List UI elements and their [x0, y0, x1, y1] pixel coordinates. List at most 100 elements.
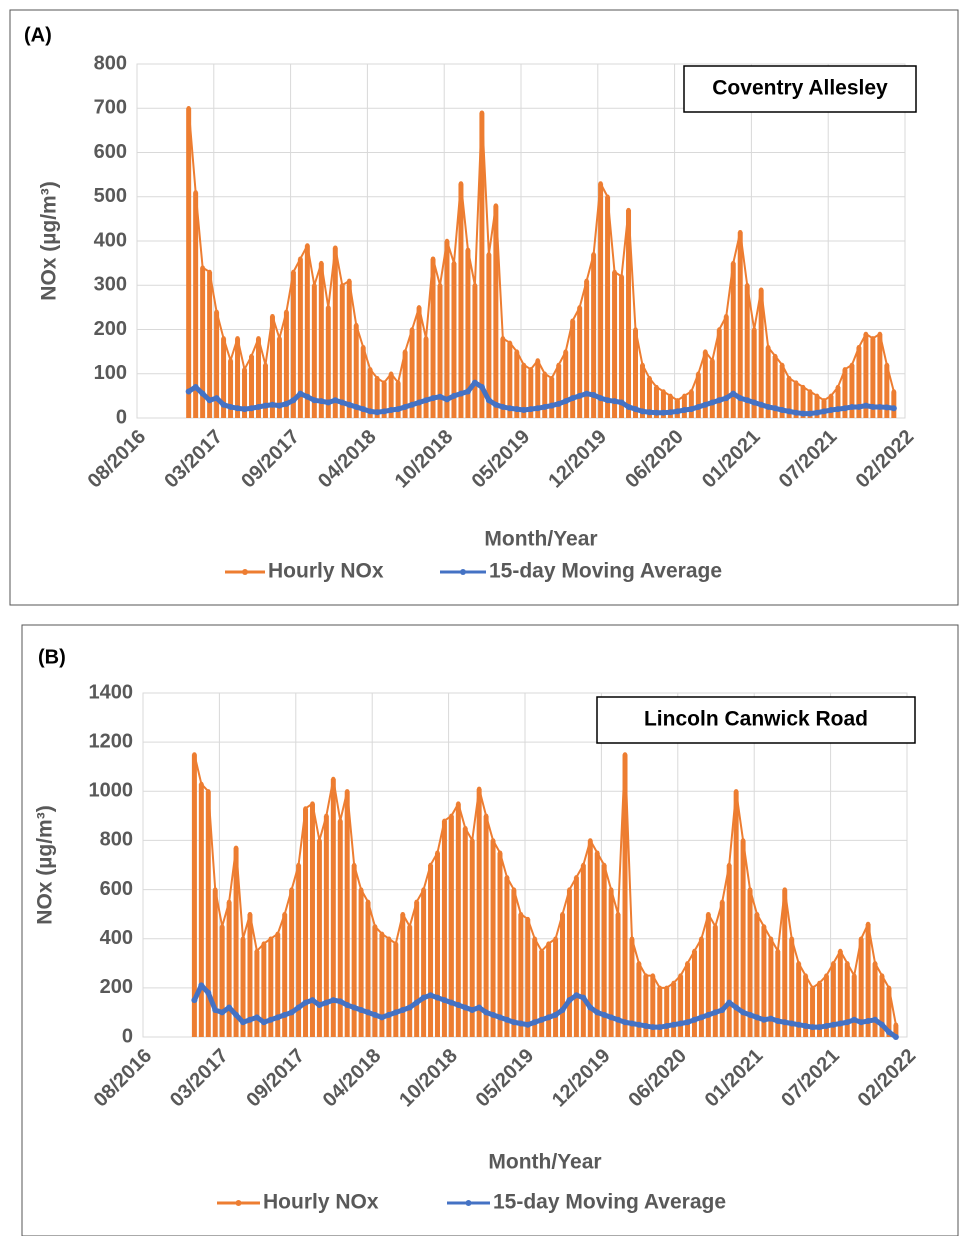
data-point [646, 409, 653, 416]
data-point [241, 406, 248, 413]
data-point [268, 936, 273, 941]
data-point [831, 961, 836, 966]
data-point [560, 911, 565, 917]
data-point [200, 265, 205, 270]
data-point [421, 887, 426, 892]
data-point [615, 1016, 622, 1023]
data-point [199, 781, 204, 787]
data-point [588, 838, 593, 843]
data-point [546, 941, 551, 946]
data-point [719, 1006, 726, 1013]
y-tick-label: 0 [116, 406, 127, 428]
y-tick-label: 200 [100, 976, 133, 998]
data-point [556, 362, 561, 368]
data-point [713, 924, 718, 929]
data-point [248, 405, 255, 412]
data-point [663, 1022, 670, 1029]
data-point [262, 402, 269, 409]
data-point [311, 397, 318, 404]
x-tick-label: 07/2021 [775, 426, 842, 493]
x-tick-label: 03/2017 [160, 426, 227, 493]
data-point [298, 256, 303, 261]
data-point [414, 899, 419, 905]
data-point [877, 331, 883, 337]
x-tick-label: 05/2019 [468, 426, 535, 493]
data-point [835, 384, 841, 390]
data-point [635, 1021, 642, 1028]
data-point [198, 982, 205, 989]
data-point [863, 331, 869, 337]
data-point [312, 283, 317, 288]
data-point [490, 1011, 497, 1018]
data-point [726, 862, 732, 868]
data-point [542, 371, 547, 376]
data-point [393, 941, 399, 946]
y-tick-label: 500 [94, 185, 127, 207]
data-point [256, 336, 261, 341]
data-point [605, 194, 610, 199]
data-point [828, 393, 834, 399]
data-point [622, 752, 628, 757]
annotation-box [683, 65, 917, 113]
data-point [351, 1004, 358, 1011]
data-point [284, 309, 289, 314]
panel-frame [9, 9, 959, 606]
panel-label: (A) [24, 24, 52, 46]
data-point [392, 1009, 399, 1016]
data-point [399, 1006, 406, 1013]
data-point [539, 948, 544, 954]
data-point [862, 402, 869, 409]
data-point [451, 260, 457, 266]
data-point [667, 409, 674, 416]
data-point [367, 408, 374, 415]
data-point [796, 961, 801, 966]
data-point [545, 1014, 552, 1021]
data-point [318, 398, 325, 405]
data-point [611, 398, 618, 405]
data-point [870, 336, 876, 341]
data-point [712, 1009, 719, 1016]
data-point [566, 997, 573, 1004]
data-point [249, 353, 254, 359]
data-point [274, 1014, 281, 1021]
data-point [332, 397, 339, 404]
data-point [674, 408, 681, 415]
data-point [758, 401, 765, 408]
data-point [656, 1024, 663, 1031]
data-point [497, 850, 503, 855]
data-point [567, 887, 572, 892]
data-point [765, 403, 772, 410]
data-point [378, 1014, 385, 1021]
data-point [841, 405, 848, 412]
x-tick-label: 07/2021 [777, 1045, 844, 1112]
data-point [779, 362, 785, 368]
legend-marker [235, 1200, 242, 1206]
y-tick-label: 700 [94, 97, 127, 119]
data-point [233, 845, 239, 850]
chart-panel: (A) 0 100 200 300 400 500 600 700 800 08/2016 03/20… [9, 9, 959, 606]
data-point [233, 1011, 240, 1018]
y-tick-label: 300 [94, 274, 127, 296]
data-point [423, 336, 429, 341]
data-point [848, 403, 855, 410]
data-point [629, 936, 635, 941]
data-point [793, 409, 800, 416]
data-point [682, 393, 687, 399]
data-point [668, 393, 673, 399]
x-tick-label: 09/2017 [242, 1045, 309, 1112]
data-point [338, 818, 343, 823]
data-point [751, 399, 758, 406]
data-point [691, 1016, 698, 1023]
data-point [247, 911, 253, 917]
data-point [199, 390, 206, 397]
data-point [597, 395, 604, 402]
data-point [240, 936, 246, 941]
y-tick-label: 600 [94, 141, 127, 163]
data-point [726, 999, 733, 1006]
data-point [374, 409, 381, 416]
y-tick-label: 1200 [89, 730, 134, 752]
data-point [647, 375, 652, 381]
data-point [500, 336, 506, 341]
data-point [323, 999, 330, 1006]
